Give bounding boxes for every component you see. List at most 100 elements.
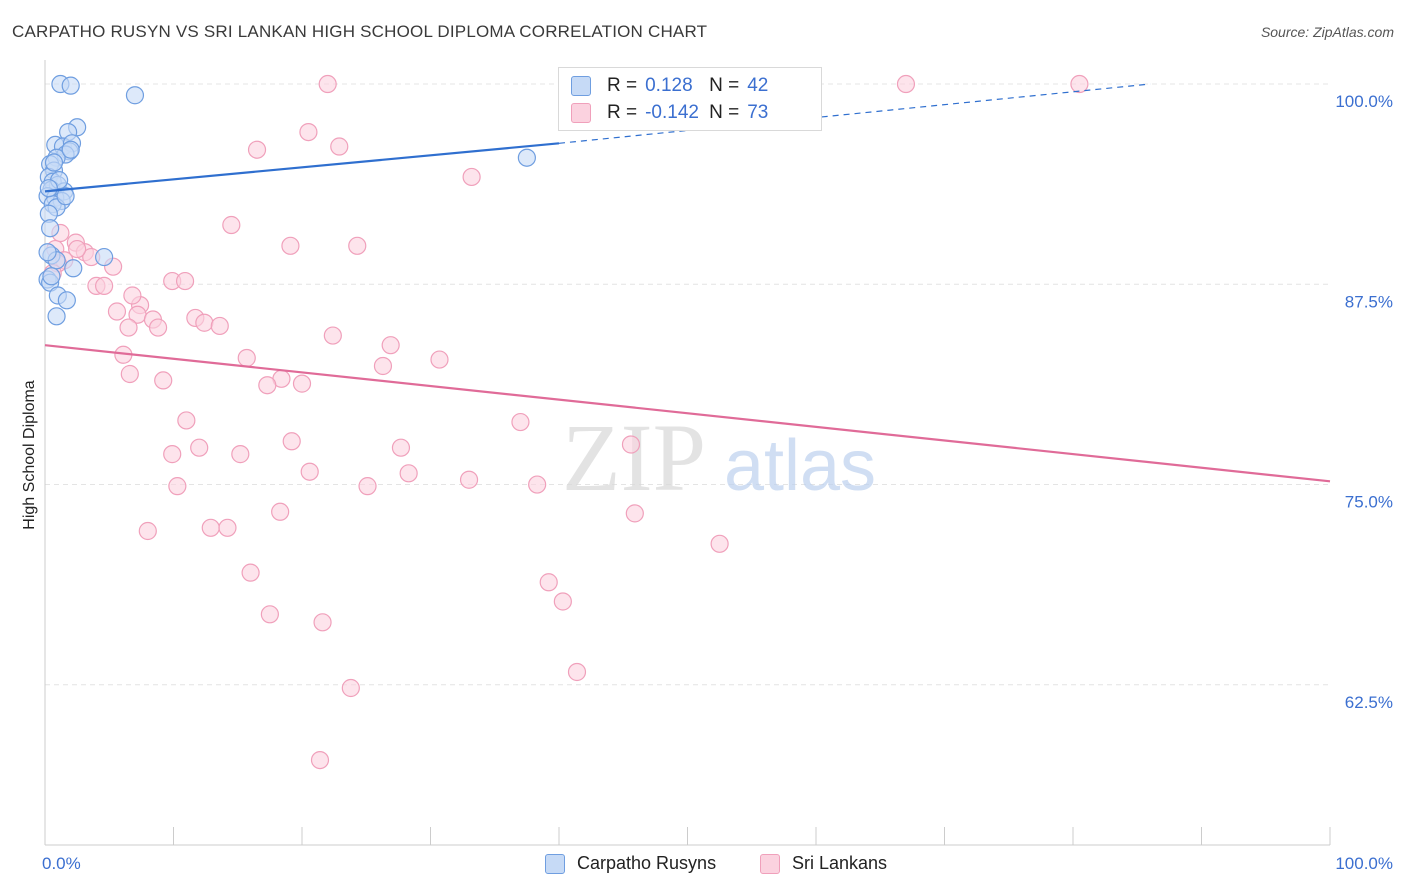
srilankan-point-37: [120, 364, 139, 384]
carpatho-point-34: [517, 148, 536, 167]
srilankan-point-4: [247, 140, 267, 159]
y-tick-label-2: 75.0%: [1345, 493, 1393, 512]
x-tick-label-right: 100.0%: [1335, 854, 1393, 873]
carpatho-point-38: [39, 179, 58, 198]
srilankan-point-35: [430, 350, 449, 369]
srilankan-point-57: [271, 502, 290, 521]
srilankan-point-45: [391, 438, 411, 457]
carpatho-point-35: [38, 243, 57, 262]
y-tick-label-3: 62.5%: [1345, 693, 1393, 712]
srilankan-point-31: [323, 326, 342, 345]
srilankan-point-70: [68, 239, 87, 259]
legend-r-label: R =: [607, 102, 638, 123]
srilankan-point-29: [148, 318, 168, 337]
srilankan-point-66: [313, 613, 332, 632]
srilankan-point-32: [381, 336, 400, 355]
correlation-legend: R = 0.128 N = 42 R = -0.142 N = 73: [558, 67, 822, 131]
srilankan-point-58: [201, 518, 220, 537]
srilankan-point-55: [528, 475, 547, 494]
srilankan-point-40: [258, 376, 277, 395]
srilankan-point-14: [281, 236, 300, 255]
legend-row-srilankan: R = -0.142 N = 73: [571, 101, 768, 125]
legend-item-carpatho[interactable]: Carpatho Rusyns: [545, 853, 716, 874]
srilankan-point-49: [231, 445, 250, 464]
carpatho-rusyns-points: [38, 74, 536, 326]
srilankan-point-41: [292, 374, 312, 393]
srilankan-point-65: [260, 605, 279, 624]
srilankan-point-50: [300, 462, 319, 481]
srilankan-point-52: [459, 470, 479, 489]
srilankan-point-0: [318, 74, 337, 94]
srilankan-point-61: [710, 534, 729, 553]
srilankan-point-43: [511, 412, 530, 432]
legend-item-label: Sri Lankans: [792, 853, 888, 873]
legend-r-value: 0.128: [645, 75, 693, 96]
srilankan-point-54: [358, 477, 377, 496]
legend-item-label: Carpatho Rusyns: [577, 853, 717, 873]
srilankan-point-44: [282, 432, 301, 451]
series-legend: Carpatho Rusyns Sri Lankans: [0, 853, 1406, 877]
chart-source: Source: ZipAtlas.com: [1260, 24, 1394, 40]
srilankan-point-47: [163, 445, 182, 464]
srilankan-point-69: [310, 750, 330, 770]
carpatho-trend-line: [44, 142, 560, 193]
srilankan-point-28: [210, 316, 229, 336]
srilankan-point-7: [222, 215, 241, 235]
legend-r-label: R =: [607, 75, 638, 96]
srilankan-point-51: [399, 464, 418, 483]
srilankan-point-34: [237, 348, 256, 368]
legend-swatch-srilankan: [760, 853, 780, 874]
carpatho-point-36: [44, 153, 64, 172]
legend-swatch-srilankan: [571, 103, 591, 123]
srilankan-point-48: [190, 438, 209, 457]
srilankan-point-64: [553, 592, 572, 611]
legend-n-value: 73: [747, 102, 769, 123]
srilankan-point-72: [123, 286, 142, 305]
srilankan-point-6: [462, 167, 481, 187]
carpatho-point-40: [56, 187, 75, 206]
watermark-zip: ZIP: [562, 404, 706, 511]
srilankan-point-15: [348, 236, 367, 255]
carpatho-point-28: [64, 259, 83, 278]
legend-item-srilankan[interactable]: Sri Lankans: [760, 853, 887, 874]
srilankan-point-56: [625, 504, 644, 523]
carpatho-point-1: [61, 76, 80, 95]
srilankan-point-62: [241, 563, 260, 582]
trend-lines: [44, 83, 1331, 483]
legend-swatch-carpatho: [571, 76, 591, 96]
srilankan-point-46: [621, 435, 641, 454]
srilankan-point-36: [373, 356, 393, 376]
legend-n-label: N =: [709, 102, 740, 123]
srilankan-point-60: [138, 521, 157, 541]
legend-r-value: -0.142: [645, 102, 699, 123]
legend-row-carpatho: R = 0.128 N = 42: [571, 74, 768, 98]
srilankan-point-42: [177, 411, 196, 430]
srilankan-point-67: [567, 662, 587, 682]
srilankan-point-68: [341, 678, 360, 698]
watermark: ZIP atlas: [562, 404, 876, 511]
chart-title: CARPATHO RUSYN VS SRI LANKAN HIGH SCHOOL…: [12, 22, 708, 41]
carpatho-point-41: [42, 267, 61, 286]
carpatho-point-2: [125, 86, 145, 105]
srilankan-point-53: [168, 477, 187, 496]
carpatho-point-33: [47, 307, 66, 326]
srilankan-point-30: [119, 318, 138, 337]
legend-swatch-carpatho: [545, 853, 565, 874]
srilankan-point-1: [896, 74, 916, 94]
legend-n-value: 42: [747, 75, 769, 96]
y-tick-label-0: 100.0%: [1335, 92, 1393, 111]
srilankan-point-59: [218, 518, 237, 537]
legend-n-label: N =: [709, 75, 740, 96]
tick-labels: 100.0% 87.5% 75.0% 62.5% 0.0% 100.0%: [42, 92, 1393, 873]
carpatho-point-24: [41, 219, 60, 238]
srilankan-trend-line: [44, 344, 1331, 483]
srilankan-point-19: [175, 271, 195, 291]
carpatho-point-32: [57, 291, 76, 310]
srilankan-point-63: [539, 573, 558, 592]
sri-lankans-points: [43, 74, 1089, 770]
srilankan-point-3: [299, 122, 318, 142]
srilankan-point-5: [330, 137, 349, 156]
carpatho-trend-extension: [558, 83, 1151, 144]
srilankan-point-38: [154, 371, 173, 390]
